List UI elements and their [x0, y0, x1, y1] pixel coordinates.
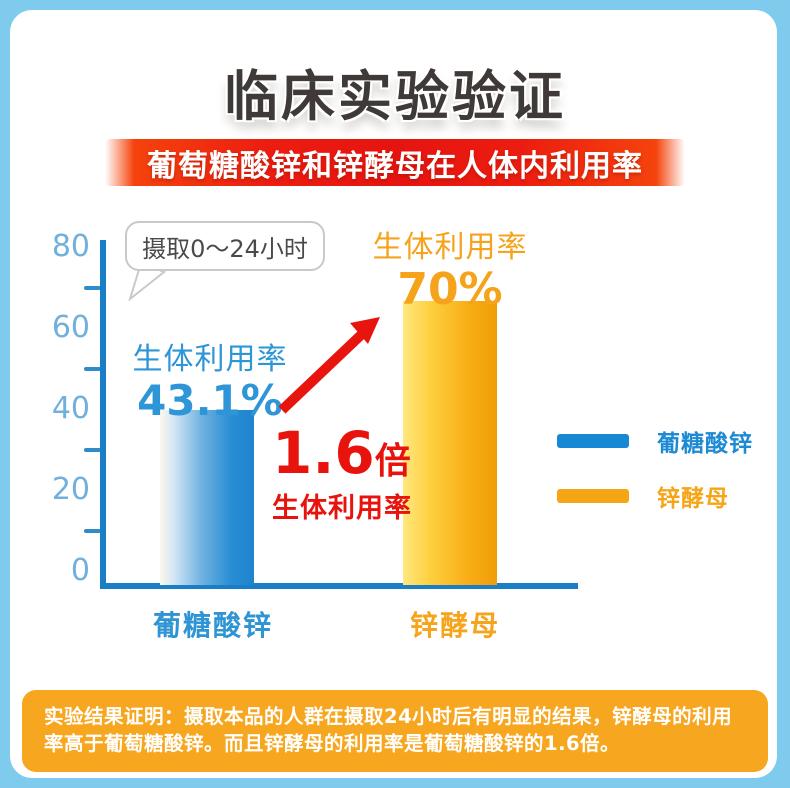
- increase-arrow-icon: [278, 317, 380, 414]
- legend-item-zinc-yeast: 锌酵母: [557, 479, 753, 513]
- y-axis-tick-label: 0: [70, 553, 90, 588]
- y-axis-tick-label: 80: [51, 229, 90, 264]
- y-axis-tick-label: 20: [51, 472, 90, 507]
- callout-title: 生体利用率: [372, 230, 528, 265]
- x-label-zinc-yeast: 锌酵母: [409, 609, 500, 642]
- y-axis-minor-tick: [84, 285, 101, 290]
- banner-ribbon: 葡萄糖酸锌和锌酵母在人体内利用率: [105, 139, 685, 186]
- bar-zinc-yeast: [403, 301, 497, 585]
- y-axis-tick-label: 40: [51, 391, 90, 426]
- page-title: 临床实验验证: [224, 65, 566, 128]
- legend-swatch-blue: [557, 434, 629, 448]
- ratio-caption: 生体利用率: [272, 493, 412, 524]
- callout-zinc-yeast: 生体利用率 70%: [370, 222, 530, 314]
- y-axis-tick-label: 60: [51, 310, 90, 345]
- ratio-row: 1.6 倍: [272, 424, 422, 484]
- ratio-value: 1.6: [272, 419, 375, 487]
- callout-zinc-gluconate: 生体利用率 43.1%: [130, 334, 290, 424]
- callout-title: 生体利用率: [132, 342, 288, 377]
- ratio-callout: 1.6 倍 生体利用率: [272, 424, 422, 525]
- callout-value: 43.1%: [137, 376, 283, 425]
- x-label-zinc-gluconate: 葡糖酸锌: [152, 609, 273, 642]
- experiment-conclusion-note: 实验结果证明：摄取本品的人群在摄取24小时后有明显的结果，锌酵母的利用率高于葡萄…: [22, 690, 768, 772]
- y-axis-labels: 80 60 40 20 0: [28, 232, 90, 586]
- ratio-suffix: 倍: [374, 441, 411, 482]
- callout-value: 70%: [397, 264, 503, 315]
- legend-label: 葡糖酸锌: [657, 431, 753, 457]
- legend-swatch-orange: [557, 489, 629, 503]
- y-axis-minor-tick: [84, 447, 101, 452]
- y-axis-minor-tick: [84, 366, 101, 371]
- y-axis-minor-tick: [84, 528, 101, 533]
- legend-item-zinc-gluconate: 葡糖酸锌: [557, 424, 753, 458]
- chart-axes: [100, 240, 578, 589]
- banner-text: 葡萄糖酸锌和锌酵母在人体内利用率: [147, 148, 643, 184]
- intake-period-bubble: 摄取0～24小时: [125, 221, 325, 271]
- bar-zinc-gluconate: [160, 410, 254, 585]
- legend-label: 锌酵母: [657, 486, 729, 512]
- chart-legend: 葡糖酸锌 锌酵母: [557, 424, 753, 534]
- content-card: [10, 10, 777, 778]
